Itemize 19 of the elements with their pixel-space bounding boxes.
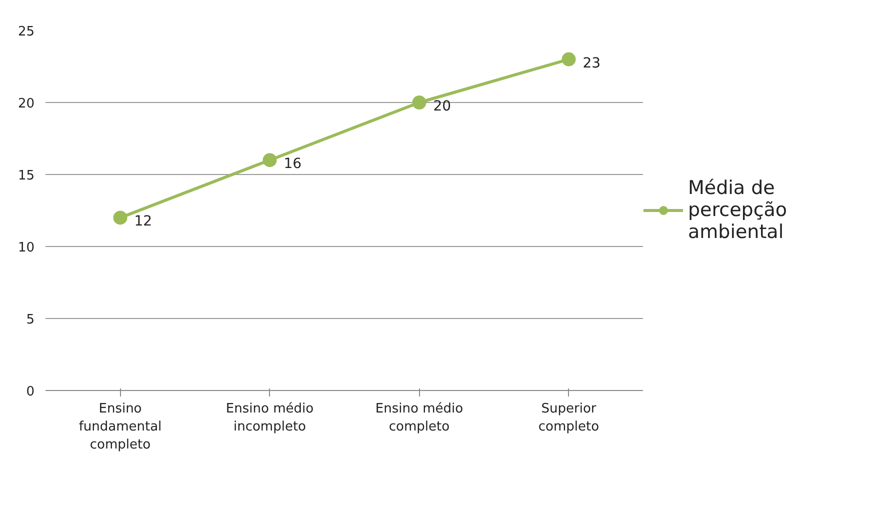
point: [113, 210, 128, 225]
y-tick-label: 5: [26, 312, 35, 328]
y-tick-label: 0: [26, 384, 35, 400]
point: [412, 96, 426, 110]
data-label: 16: [284, 156, 302, 172]
point: [262, 153, 277, 168]
y-tick-label: 20: [18, 96, 35, 112]
point: [562, 52, 576, 66]
x-tick-label: Ensino fundamental completo: [78, 402, 162, 452]
y-tick-label: 15: [18, 168, 35, 184]
legend-label: Média de percepção ambiental: [688, 177, 788, 243]
x-tick-label: Ensino médio completo: [375, 402, 464, 434]
x-tick-label: Ensino médio incompleto: [226, 402, 314, 434]
y-tick-label: 25: [18, 24, 35, 40]
data-label: 12: [134, 214, 152, 230]
x-tick-label: Superior completo: [538, 402, 600, 434]
data-label: 23: [582, 55, 601, 72]
data-label: 20: [433, 98, 452, 114]
y-tick-label: 10: [18, 240, 35, 256]
